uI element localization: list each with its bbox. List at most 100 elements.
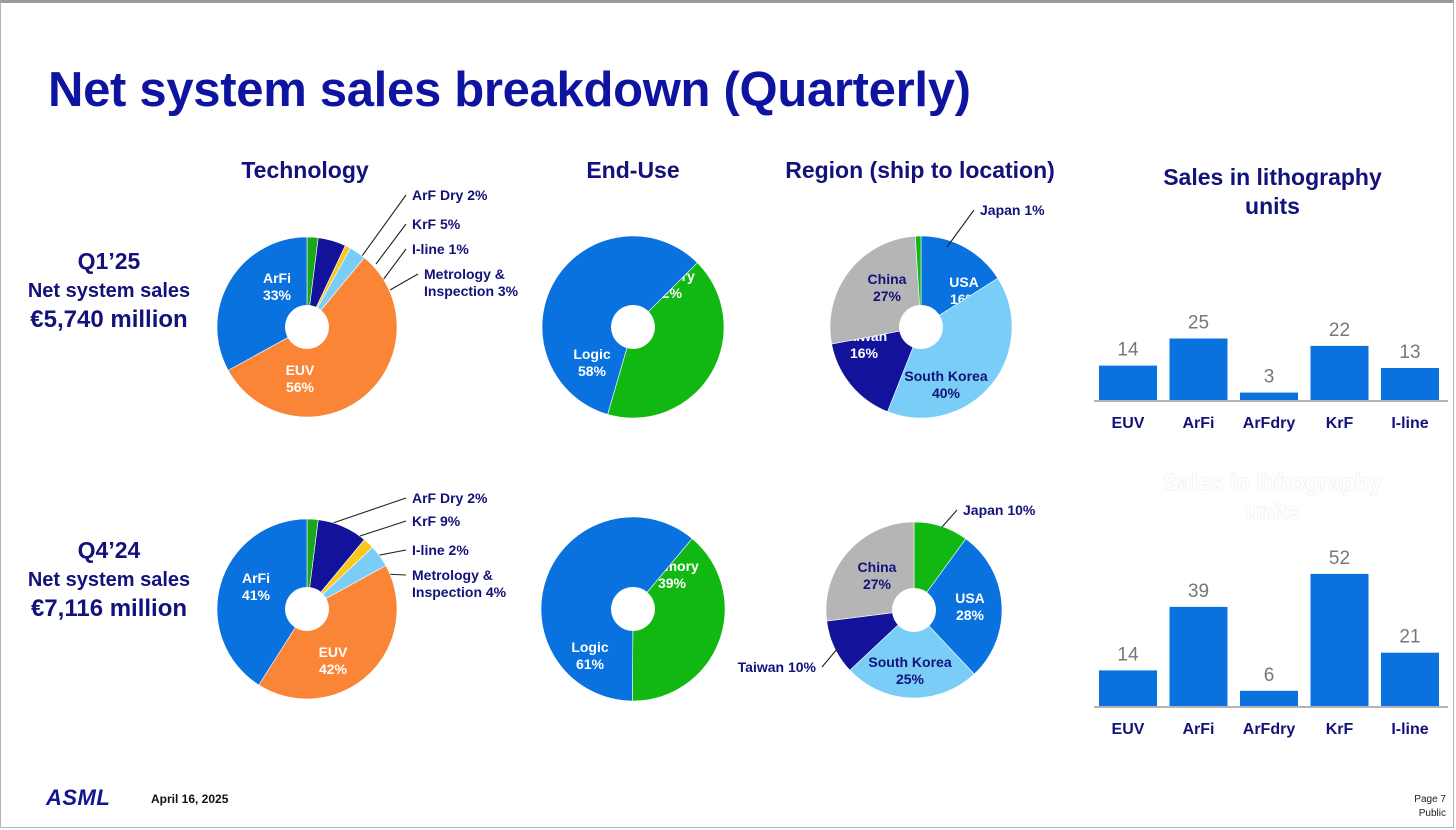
bar-euv xyxy=(1099,365,1157,400)
header-end-use: End-Use xyxy=(586,157,680,183)
leader-line xyxy=(375,223,407,265)
bar-category-label: EUV xyxy=(1112,415,1145,432)
header-litho-units: Sales in lithography units xyxy=(1163,164,1382,219)
slice-label-euv: EUV 56% xyxy=(286,362,315,395)
slice-china xyxy=(825,521,915,622)
slice-taiwan xyxy=(831,326,922,412)
bar-category-label: ArFi xyxy=(1183,415,1215,432)
slice-label-metrology-inspection: Metrology & Inspection 3% xyxy=(424,266,519,299)
slice-south-korea xyxy=(849,609,975,699)
slice-label-arf-dry: ArF Dry 2% xyxy=(412,490,488,506)
header-technology: Technology xyxy=(241,157,369,183)
bar-value-label: 3 xyxy=(1264,367,1275,388)
bar-arfdry xyxy=(1240,690,1298,706)
leader-line xyxy=(361,194,407,257)
slice-label-usa: USA 28% xyxy=(955,590,985,623)
slice-label-china: China 27% xyxy=(858,559,897,592)
bar-category-label: KrF xyxy=(1326,415,1354,432)
slice-label-krf: KrF 9% xyxy=(412,513,461,529)
bar-value-label: 52 xyxy=(1329,548,1350,569)
footer-page: Page 7 Public xyxy=(1414,793,1446,821)
row-label-q125: Q1’25 Net system sales €5,740 million xyxy=(14,246,204,335)
bar-arfi xyxy=(1169,338,1228,400)
row-quarter: Q4’24 xyxy=(77,537,141,563)
slice-memory xyxy=(607,262,725,419)
classification: Public xyxy=(1418,808,1446,819)
bar-i-line xyxy=(1381,368,1439,400)
bar-value-label: 39 xyxy=(1188,581,1209,602)
leader-line xyxy=(941,509,958,528)
slice-label-euv: EUV 42% xyxy=(319,644,348,677)
row-amount: €7,116 million xyxy=(30,595,188,622)
pie-tech_q424: ArF Dry 2% KrF 9% I-line 2% Metrology & Insp… xyxy=(216,490,507,700)
bar-chart-litho_q125: 14 EUV 25 ArFi 3 ArFdry 22 KrF 13 I-line xyxy=(1094,313,1448,432)
slice-label-south-korea: South Korea 40% xyxy=(904,368,987,401)
bar-value-label: 21 xyxy=(1399,627,1420,648)
slice-label-logic: Logic 58% xyxy=(573,346,611,379)
slice-south-korea xyxy=(887,277,1013,419)
pie-tech_q125: ArF Dry 2% KrF 5% I-line 1% Metrology & Insp… xyxy=(216,187,519,418)
slice-arfi xyxy=(216,236,308,371)
slice-label-krf: KrF 5% xyxy=(412,216,461,232)
leader-line xyxy=(359,520,407,537)
bar-krf xyxy=(1310,573,1369,706)
slice-usa xyxy=(913,538,1003,675)
slice-label-i-line: I-line 1% xyxy=(412,241,469,257)
bar-euv xyxy=(1099,670,1157,706)
bar-arfi xyxy=(1169,606,1228,706)
bar-arfdry xyxy=(1240,392,1298,400)
bar-value-label: 22 xyxy=(1329,320,1350,341)
leader-line xyxy=(382,248,407,281)
footer-date: April 16, 2025 xyxy=(151,792,229,806)
slice-label-metrology-inspection: Metrology & Inspection 4% xyxy=(412,567,507,600)
bar-category-label: KrF xyxy=(1326,721,1354,738)
slice-label-arfi: ArFi 33% xyxy=(263,270,292,303)
slice-japan xyxy=(914,235,922,328)
slice-usa xyxy=(920,235,999,328)
slice-label-arf-dry: ArF Dry 2% xyxy=(412,187,488,203)
bar-krf xyxy=(1310,345,1369,400)
slice-memory xyxy=(632,538,726,702)
asml-logo: ASML xyxy=(46,785,111,810)
pie-enduse_q424: Memory 39%Logic 61% xyxy=(540,516,726,702)
slice-label-i-line: I-line 2% xyxy=(412,542,469,558)
slice-label-south-korea: South Korea 25% xyxy=(868,654,951,687)
slice-label-arfi: ArFi 41% xyxy=(242,570,271,603)
bar-category-label: ArFi xyxy=(1183,721,1215,738)
row-label-q424: Q4’24 Net system sales €7,116 million xyxy=(14,535,204,624)
slice-label-taiwan: Taiwan 10% xyxy=(738,659,817,675)
row-sub: Net system sales xyxy=(27,569,191,591)
bar-value-label: 13 xyxy=(1399,342,1420,363)
bar-value-label: 14 xyxy=(1117,644,1139,665)
slice-china xyxy=(829,235,922,345)
bar-value-label: 14 xyxy=(1117,340,1139,361)
bar-i-line xyxy=(1381,652,1439,706)
bar-value-label: 6 xyxy=(1264,665,1275,686)
bar-value-label: 25 xyxy=(1188,313,1209,334)
slice-label-china: China 27% xyxy=(868,271,907,304)
row-sub: Net system sales xyxy=(27,280,191,302)
slice-label-logic: Logic 61% xyxy=(571,639,609,672)
bar-category-label: I-line xyxy=(1391,721,1428,738)
slice-label-japan: Japan 10% xyxy=(963,502,1036,518)
leader-line xyxy=(389,273,419,291)
bar-category-label: ArFdry xyxy=(1243,721,1296,738)
donut-hole xyxy=(611,587,655,631)
leader-line xyxy=(821,647,839,668)
donut-hole xyxy=(285,305,329,349)
leader-line xyxy=(329,497,407,525)
bar-category-label: ArFdry xyxy=(1243,415,1296,432)
row-quarter: Q1’25 xyxy=(77,248,141,274)
leader-line xyxy=(946,209,975,248)
slice-arfi xyxy=(216,518,308,686)
header-region: Region (ship to location) xyxy=(785,157,1055,183)
page-title: Net system sales breakdown (Quarterly) xyxy=(48,63,971,117)
bar-chart-litho_q424: 14 EUV 39 ArFi 6 ArFdry 52 KrF 21 I-line xyxy=(1094,548,1448,738)
leader-line xyxy=(374,549,407,557)
bar-category-label: I-line xyxy=(1391,415,1428,432)
slice-euv xyxy=(258,565,398,700)
header-litho-units-ghost: Sales in lithography units xyxy=(1163,469,1382,524)
row-amount: €5,740 million xyxy=(30,306,188,333)
